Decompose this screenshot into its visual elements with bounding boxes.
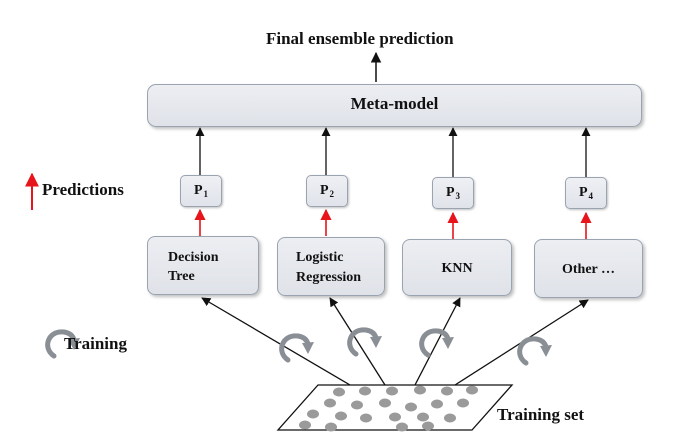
base-model-logistic-regression: Logistic Regression <box>277 237 385 296</box>
training-legend-label: Training <box>64 334 127 353</box>
prediction-4-index: 4 <box>588 191 594 201</box>
data-point <box>396 422 408 432</box>
data-point <box>444 413 456 423</box>
training-to-model1-arrow <box>201 297 351 386</box>
data-point <box>351 400 363 410</box>
data-point <box>405 402 417 412</box>
training-rotation-icon <box>279 333 314 363</box>
base-model-2-line1: Logistic <box>296 250 344 265</box>
data-point <box>299 420 311 430</box>
data-point <box>414 385 426 395</box>
data-point <box>359 386 371 396</box>
training-icons <box>45 327 552 366</box>
meta-model-box: Meta-model <box>147 84 642 127</box>
base-model-1-line1: Decision <box>168 250 219 265</box>
data-point <box>417 412 429 422</box>
training-data-points <box>299 385 478 432</box>
training-rotation-icon <box>419 328 454 358</box>
data-point <box>333 387 345 397</box>
base-model-4-line1: Other … <box>561 262 615 277</box>
training-rotation-icon <box>517 336 552 366</box>
base-model-other: Other … <box>534 239 643 298</box>
prediction-2-letter: P <box>319 183 329 198</box>
data-point <box>307 409 319 419</box>
data-point <box>389 412 401 422</box>
training-to-model3-arrow <box>414 297 461 386</box>
prediction-2-index: 2 <box>329 189 335 199</box>
predictions-legend-label: Predictions <box>42 180 124 199</box>
base-model-decision-tree: Decision Tree <box>147 236 259 295</box>
prediction-4-letter: P <box>578 185 588 200</box>
meta-model-label: Meta-model <box>350 94 439 113</box>
base-model-1-line2: Tree <box>168 269 195 284</box>
final-prediction-label: Final ensemble prediction <box>266 29 454 48</box>
data-point <box>335 411 347 421</box>
data-point <box>466 385 478 395</box>
training-rotation-icon <box>347 327 382 357</box>
prediction-1-letter: P <box>193 183 203 198</box>
data-point <box>325 422 337 432</box>
training-set-label: Training set <box>497 405 585 424</box>
data-point <box>324 398 336 408</box>
prediction-1-index: 1 <box>203 189 209 199</box>
prediction-3-letter: P <box>445 185 455 200</box>
data-point <box>360 413 372 423</box>
base-model-3-line1: KNN <box>441 261 473 276</box>
data-point <box>431 399 443 409</box>
base-model-knn: KNN <box>402 239 512 296</box>
training-to-model2-arrow <box>329 297 386 386</box>
base-model-2-line2: Regression <box>296 270 362 285</box>
data-point <box>379 398 391 408</box>
data-point <box>441 386 453 396</box>
prediction-3-index: 3 <box>455 191 461 201</box>
training-legend-icon <box>45 329 80 359</box>
data-point <box>386 386 398 396</box>
data-point <box>422 421 434 431</box>
data-point <box>457 398 469 408</box>
